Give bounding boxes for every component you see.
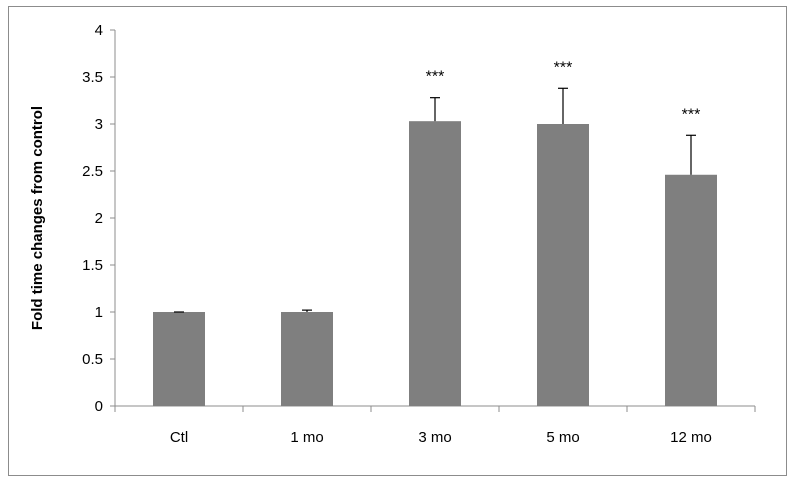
significance-label: *** [682, 106, 701, 123]
bar-1-mo [281, 312, 333, 406]
bar-12-mo [665, 174, 717, 406]
x-tick-label: 3 mo [418, 429, 451, 446]
x-tick-label: 5 mo [546, 429, 579, 446]
x-tick-label: 1 mo [290, 429, 323, 446]
y-tick-label: 2.5 [82, 163, 103, 180]
x-tick-label: 12 mo [670, 429, 712, 446]
significance-label: *** [426, 69, 445, 86]
bar-3-mo [409, 121, 461, 407]
y-tick-label: 3 [95, 116, 103, 133]
bar-5-mo [537, 124, 589, 406]
y-tick-label: 1 [95, 304, 103, 321]
y-tick-label: 0 [95, 398, 103, 415]
y-tick-label: 2 [95, 210, 103, 227]
y-tick-label: 4 [95, 22, 103, 39]
chart-frame [8, 6, 787, 476]
significance-label: *** [554, 59, 573, 76]
y-tick-label: 0.5 [82, 351, 103, 368]
y-tick-label: 1.5 [82, 257, 103, 274]
x-tick-label: Ctl [170, 429, 188, 446]
y-axis-label: Fold time changes from control [29, 106, 46, 330]
y-tick-label: 3.5 [82, 69, 103, 86]
bar-ctl [153, 312, 205, 406]
